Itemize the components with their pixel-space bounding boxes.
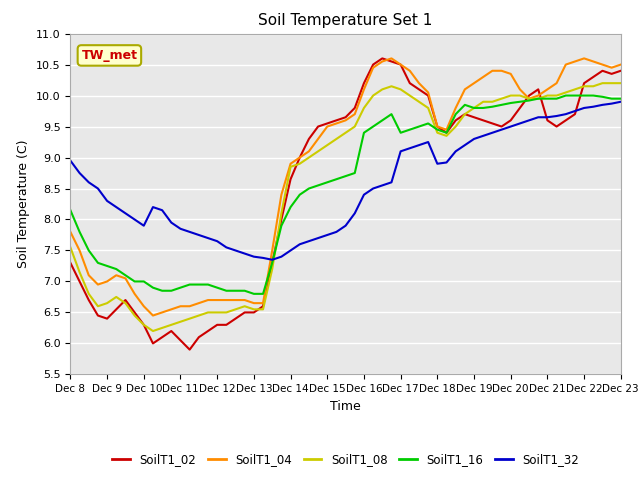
SoilT1_32	[553, 113, 561, 119]
Line: SoilT1_02: SoilT1_02	[70, 59, 621, 349]
Line: SoilT1_32: SoilT1_32	[70, 102, 621, 260]
SoilT1_08	[268, 266, 276, 272]
SoilT1_16	[268, 260, 276, 266]
SoilT1_02	[186, 347, 193, 352]
SoilT1_04	[204, 297, 212, 303]
SoilT1_04	[268, 248, 276, 253]
SoilT1_04	[562, 62, 570, 68]
SoilT1_08	[553, 93, 561, 98]
SoilT1_02	[617, 68, 625, 73]
Y-axis label: Soil Temperature (C): Soil Temperature (C)	[17, 140, 31, 268]
SoilT1_02	[369, 62, 377, 68]
Line: SoilT1_04: SoilT1_04	[70, 59, 621, 315]
SoilT1_32	[268, 257, 276, 263]
SoilT1_04	[186, 303, 193, 309]
SoilT1_16	[562, 93, 570, 98]
SoilT1_04	[149, 312, 157, 318]
SoilT1_16	[67, 207, 74, 213]
SoilT1_32	[406, 145, 413, 151]
SoilT1_08	[369, 93, 377, 98]
SoilT1_16	[406, 127, 413, 132]
SoilT1_04	[369, 65, 377, 71]
SoilT1_02	[67, 260, 74, 266]
SoilT1_04	[388, 56, 396, 61]
SoilT1_32	[67, 158, 74, 164]
Legend: SoilT1_02, SoilT1_04, SoilT1_08, SoilT1_16, SoilT1_32: SoilT1_02, SoilT1_04, SoilT1_08, SoilT1_…	[108, 448, 584, 471]
SoilT1_04	[617, 62, 625, 68]
SoilT1_32	[195, 232, 203, 238]
SoilT1_16	[250, 291, 258, 297]
SoilT1_02	[204, 328, 212, 334]
SoilT1_08	[204, 310, 212, 315]
Line: SoilT1_16: SoilT1_16	[70, 96, 621, 294]
SoilT1_04	[415, 80, 423, 86]
SoilT1_32	[617, 99, 625, 105]
SoilT1_08	[617, 80, 625, 86]
SoilT1_02	[177, 337, 184, 343]
X-axis label: Time: Time	[330, 400, 361, 413]
Text: TW_met: TW_met	[81, 49, 138, 62]
SoilT1_16	[369, 124, 377, 130]
SoilT1_08	[67, 244, 74, 250]
SoilT1_16	[553, 96, 561, 102]
SoilT1_02	[268, 260, 276, 266]
SoilT1_16	[617, 96, 625, 102]
SoilT1_08	[186, 316, 193, 322]
SoilT1_32	[177, 226, 184, 232]
Title: Soil Temperature Set 1: Soil Temperature Set 1	[259, 13, 433, 28]
SoilT1_08	[406, 93, 413, 98]
SoilT1_02	[562, 118, 570, 123]
SoilT1_16	[195, 282, 203, 288]
SoilT1_02	[415, 86, 423, 92]
SoilT1_02	[378, 56, 386, 61]
SoilT1_04	[67, 229, 74, 235]
SoilT1_08	[598, 80, 606, 86]
SoilT1_32	[259, 255, 267, 261]
SoilT1_08	[149, 328, 157, 334]
SoilT1_32	[369, 186, 377, 192]
Line: SoilT1_08: SoilT1_08	[70, 83, 621, 331]
SoilT1_16	[177, 285, 184, 290]
